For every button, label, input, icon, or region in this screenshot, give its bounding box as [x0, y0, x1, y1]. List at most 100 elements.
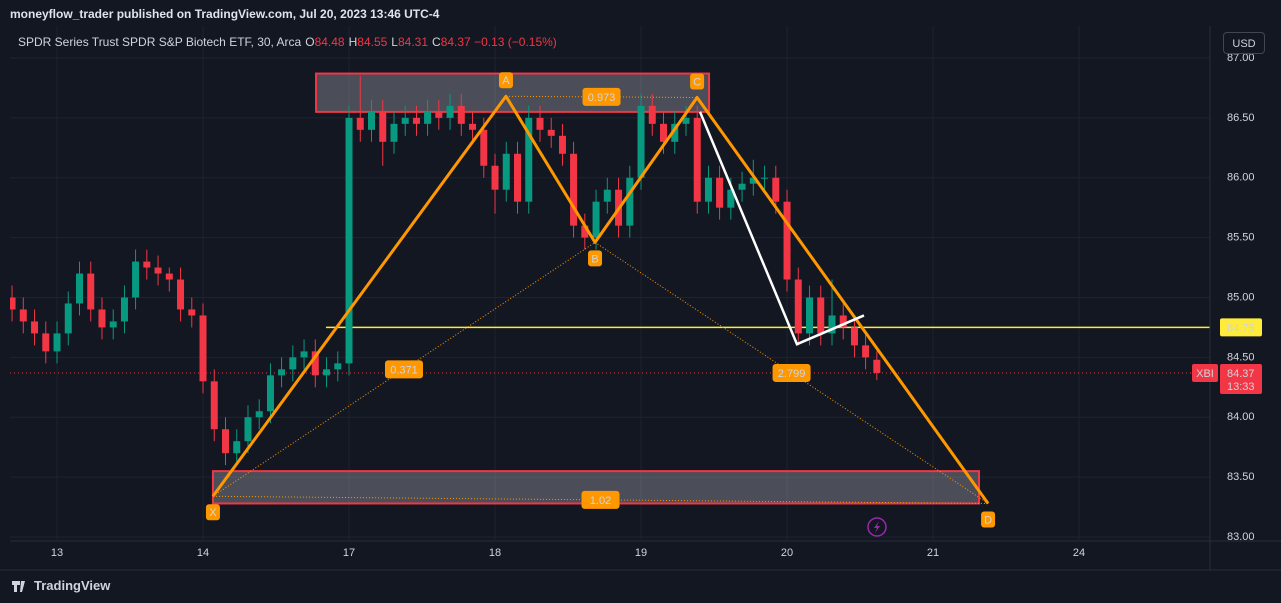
candle-body — [603, 189, 611, 202]
change: −0.13 (−0.15%) — [474, 35, 557, 49]
candle-body — [154, 267, 162, 274]
candle-body — [828, 315, 836, 334]
ratio-line — [594, 241, 989, 504]
y-tick-label: 85.00 — [1227, 291, 1255, 303]
plot — [10, 26, 1210, 540]
candle-body — [592, 201, 600, 238]
candle-body — [210, 381, 218, 430]
candle-body — [806, 297, 814, 334]
candle-body — [772, 177, 780, 202]
candle-body — [311, 351, 319, 376]
point-label: D — [984, 514, 992, 526]
ratio-box — [384, 360, 423, 379]
candle-body — [547, 129, 555, 136]
candle-body — [334, 363, 342, 370]
ohlc-key: L — [391, 35, 398, 49]
candle-body — [502, 153, 510, 190]
candle-body — [87, 273, 95, 310]
publish-info: moneyflow_trader published on TradingVie… — [10, 7, 440, 21]
candle-body — [233, 441, 241, 454]
ohlc-key: O — [305, 35, 315, 49]
ratio-label: 0.371 — [390, 364, 418, 376]
ohlc-value: 84.55 — [357, 35, 388, 49]
candle-body — [435, 111, 443, 118]
point-box — [981, 511, 996, 528]
y-tick-label: 86.50 — [1227, 112, 1255, 124]
trend-line — [698, 111, 865, 346]
x-tick-label: 19 — [635, 547, 647, 559]
candle-body — [19, 309, 27, 322]
candle-body — [255, 411, 263, 418]
candle-body — [390, 123, 398, 142]
candle-body — [660, 123, 668, 142]
level-axis-label: 84.75 — [1227, 322, 1255, 334]
y-tick-label: 85.50 — [1227, 232, 1255, 244]
symbol-name: SPDR Series Trust SPDR S&P Biotech ETF, … — [18, 35, 302, 49]
candle-body — [401, 117, 409, 124]
candle-body — [570, 153, 578, 226]
candle-body — [98, 309, 106, 328]
x-tick-label: 20 — [781, 547, 793, 559]
alert-icon — [867, 517, 887, 537]
ohlc-key: H — [348, 35, 358, 49]
ratio-box — [772, 363, 811, 382]
candle-body — [31, 321, 39, 334]
candle-body — [738, 183, 746, 190]
candle-body — [648, 105, 656, 124]
ratio-label: 1.02 — [590, 495, 611, 507]
logo-icon — [12, 581, 25, 592]
candle-body — [727, 189, 735, 208]
candle-body — [289, 357, 297, 370]
alert-icon-bolt — [874, 521, 880, 533]
candle-body — [132, 261, 140, 298]
candle-body — [850, 327, 858, 346]
last-price-label: 84.37 — [1227, 368, 1255, 380]
candle-body — [323, 369, 331, 376]
x-tick-label: 14 — [197, 547, 209, 559]
ohlc-value: 84.48 — [314, 35, 345, 49]
ohlc-value: 84.37 — [440, 35, 471, 49]
last-price-box — [1220, 363, 1262, 394]
candle-body — [412, 117, 420, 124]
candle-body — [143, 261, 151, 268]
point-box — [498, 72, 513, 89]
point-box — [690, 73, 705, 90]
candle-body — [469, 123, 477, 130]
candle-body — [839, 315, 847, 328]
point-box — [588, 250, 603, 267]
x-tick-label: 13 — [51, 547, 63, 559]
point-label: C — [693, 76, 701, 88]
candle-body — [379, 111, 387, 142]
currency-button[interactable]: USD — [1223, 32, 1265, 54]
candle-body — [783, 201, 791, 280]
candle-body — [749, 177, 757, 184]
candle-body — [525, 117, 533, 202]
ratio-line — [505, 95, 698, 98]
level-axis-box — [1220, 318, 1262, 337]
candle-body — [53, 333, 61, 352]
candle-body — [345, 117, 353, 364]
countdown-label: 13:33 — [1227, 381, 1255, 393]
candle-body — [761, 177, 769, 179]
candle-body — [300, 351, 308, 358]
ohlc-value: 84.31 — [397, 35, 429, 49]
candle-body — [514, 153, 522, 202]
candle-body — [266, 375, 274, 412]
point-label: X — [209, 507, 217, 519]
x-tick-label: 24 — [1073, 547, 1085, 559]
symbol-box — [1192, 363, 1218, 382]
candle-body — [177, 279, 185, 310]
candle-body — [693, 117, 701, 202]
point-box — [205, 504, 220, 521]
x-tick-label: 21 — [927, 547, 939, 559]
ohlc: O84.48 H84.55 L84.31 C84.37 — [301, 35, 471, 49]
candle-body — [222, 429, 230, 454]
point-label: B — [591, 253, 598, 265]
symbol-label: XBI — [1196, 368, 1214, 380]
candle-body — [188, 309, 196, 316]
x-tick-label: 18 — [489, 547, 501, 559]
candle-body — [716, 177, 724, 208]
y-tick-label: 83.00 — [1227, 531, 1255, 543]
y-tick-label: 86.00 — [1227, 172, 1255, 184]
